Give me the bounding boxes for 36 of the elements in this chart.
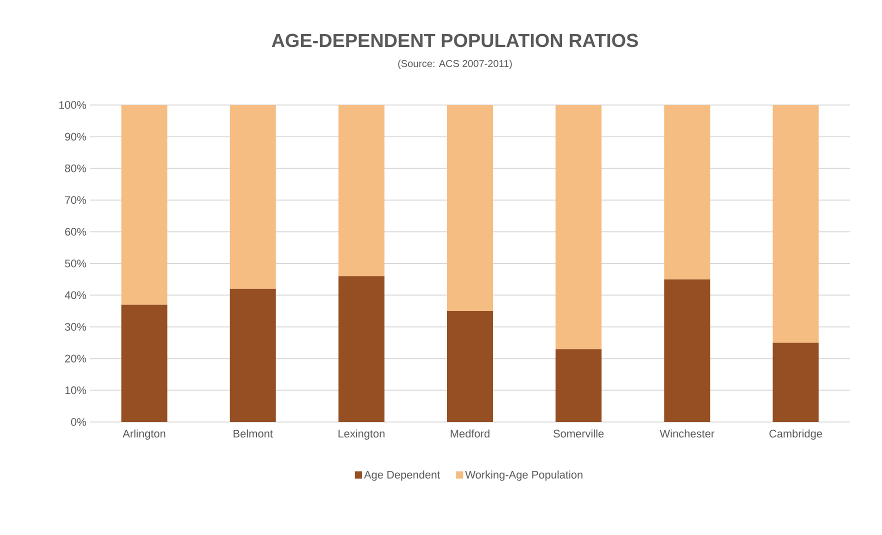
x-tick-label: Winchester: [660, 429, 714, 438]
bar: [664, 104, 710, 280]
bar: [556, 349, 602, 422]
x-tick-label: Medford: [450, 429, 490, 438]
bar: [121, 304, 168, 422]
legend-label: Age Dependent: [364, 470, 440, 481]
bar: [664, 279, 710, 422]
bar: [772, 342, 819, 422]
bar: [772, 104, 819, 343]
y-tick-label: 20%: [65, 354, 86, 362]
y-tick-label: 10%: [65, 386, 86, 394]
bar: [338, 276, 384, 422]
chart-subtitle: (Source: ACS 2007-2011): [398, 60, 512, 70]
y-tick-label: 50%: [64, 260, 86, 268]
y-tick-label: 100%: [59, 101, 86, 109]
y-tick-label: 80%: [65, 164, 86, 172]
x-tick-label: Belmont: [234, 429, 273, 438]
y-tick-label: 30%: [64, 323, 86, 331]
y-tick-label: 40%: [64, 291, 86, 300]
bar: [230, 288, 276, 422]
chart-title: AGE-DEPENDENT POPULATION RATIOS: [272, 34, 638, 48]
bar: [230, 104, 276, 289]
y-tick-label: 0%: [71, 418, 86, 426]
bar: [447, 311, 494, 422]
legend-label: Working-Age Population: [465, 470, 582, 481]
x-tick-label: Cambridge: [769, 429, 822, 440]
y-tick-label: 60%: [65, 228, 86, 236]
bar: [556, 104, 602, 350]
bar: [447, 104, 494, 312]
y-tick-label: 90%: [65, 132, 86, 141]
bar: [338, 104, 384, 276]
y-tick-label: 70%: [65, 196, 86, 204]
x-tick-label: Lexington: [338, 429, 384, 440]
x-tick-label: Arlington: [122, 429, 166, 440]
bar: [121, 104, 168, 305]
x-tick-label: Somerville: [554, 429, 604, 438]
